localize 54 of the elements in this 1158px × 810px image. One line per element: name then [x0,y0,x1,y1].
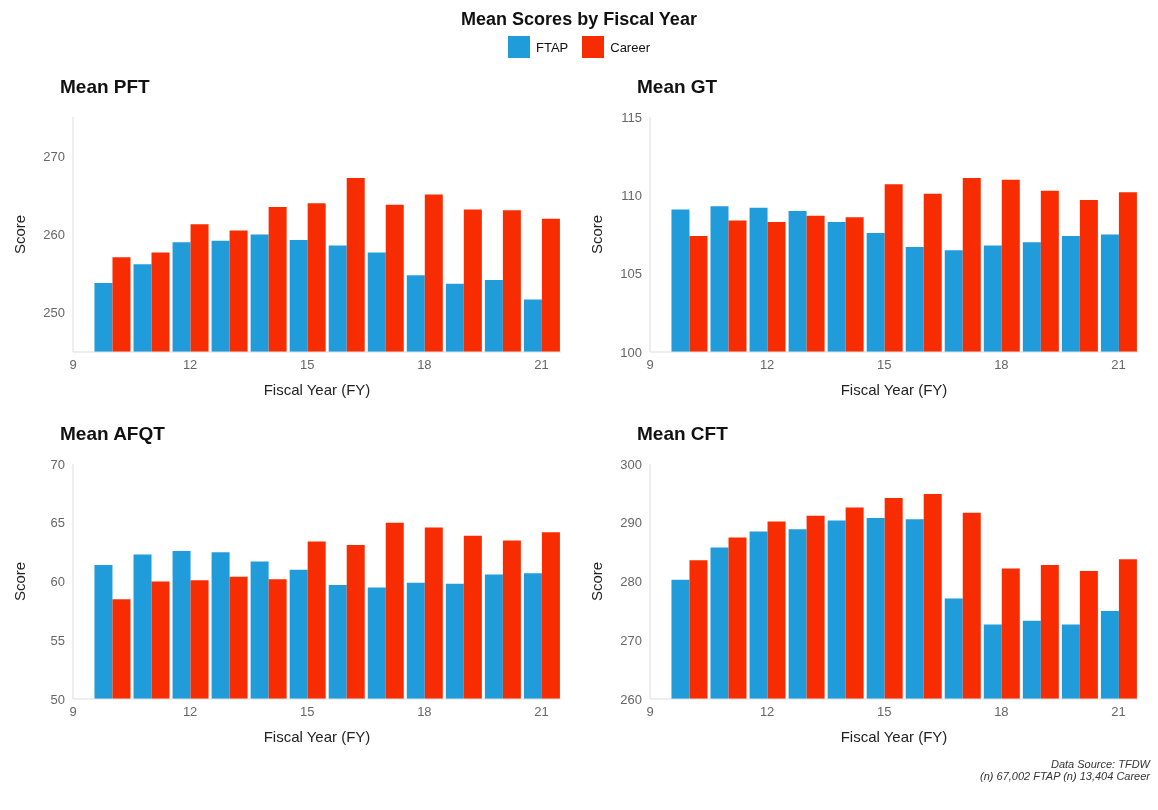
text: Mean Scores by Fiscal Year [460,8,698,30]
x-axis-title: Fiscal Year (FY) [263,728,371,745]
y-tick-label: 115 [621,109,642,125]
x-tick-label: 9 [69,704,77,720]
x-tick-label: 12 [182,704,198,720]
y-tick-label: 270 [620,632,642,648]
y-axis-title: Score [588,561,606,602]
x-tick-label: 21 [1111,704,1126,720]
x-tick-label: 9 [646,704,654,720]
y-tick-label: 100 [620,344,642,360]
y-tick-label: 70 [50,456,65,472]
source-note: Data Source: TFDW [1049,758,1150,770]
y-axis-title: Score [11,214,29,255]
x-tick-label: 21 [1111,357,1126,373]
y-tick-label: 110 [621,187,642,203]
x-tick-label: 18 [417,357,432,373]
y-tick-label: 270 [43,148,65,164]
x-tick-label: 18 [994,357,1009,373]
chart-title: Mean GT [636,75,719,99]
y-axis-title: Score [588,214,606,255]
y-tick-label: 65 [50,515,65,531]
legend-label: FTAP [535,38,569,57]
text: (n) 67,002 FTAP (n) 13,404 Career [979,770,1150,782]
x-tick-label: 15 [300,704,315,720]
x-tick-label: 12 [759,704,775,720]
y-tick-label: 55 [50,632,65,648]
y-tick-label: 60 [50,574,65,590]
chart-title: Mean PFT [59,75,151,99]
y-tick-label: 260 [43,227,65,243]
y-tick-label: 300 [620,456,642,472]
x-tick-label: 21 [534,357,549,373]
y-tick-label: 105 [620,266,642,282]
x-tick-label: 12 [182,357,198,373]
x-tick-label: 18 [994,704,1009,720]
x-axis-title: Fiscal Year (FY) [263,381,371,398]
y-tick-label: 50 [50,691,65,707]
x-tick-label: 21 [534,704,549,720]
x-axis-title: Fiscal Year (FY) [840,381,948,398]
chart-title: Mean CFT [636,422,729,446]
x-tick-label: 9 [646,357,654,373]
x-tick-label: 15 [877,704,892,720]
y-tick-label: 250 [43,305,65,321]
legend-label: Career [609,38,650,57]
x-axis-title: Fiscal Year (FY) [840,728,948,745]
x-tick-label: 15 [877,357,892,373]
x-tick-label: 12 [759,357,775,373]
y-tick-label: 280 [620,574,642,590]
chart-title: Mean AFQT [59,422,166,446]
y-tick-label: 290 [620,515,642,531]
y-tick-label: 260 [620,691,642,707]
x-tick-label: 9 [69,357,77,373]
x-tick-label: 15 [300,357,315,373]
x-tick-label: 18 [417,704,432,720]
y-axis-title: Score [11,561,29,602]
